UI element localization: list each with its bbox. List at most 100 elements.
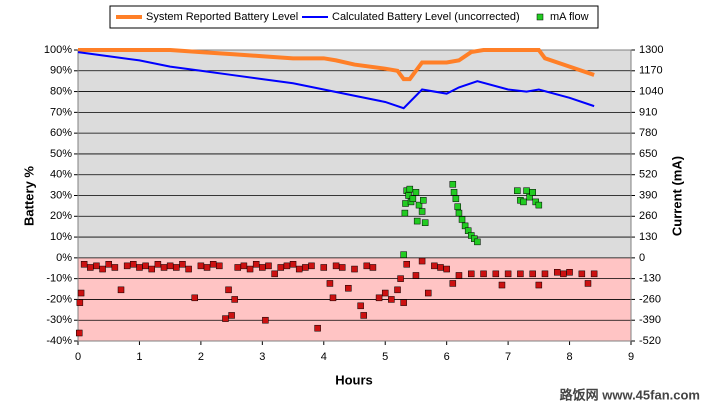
- scatter-point: [535, 201, 543, 209]
- y2-tick-label: 650: [639, 148, 657, 160]
- watermark: 路饭网 www.45fan.com: [560, 387, 700, 402]
- x-tick-label: 8: [566, 351, 572, 363]
- scatter-point: [332, 262, 340, 270]
- scatter-point: [209, 261, 217, 268]
- scatter-point: [185, 265, 192, 273]
- y2-tick-label: 1040: [639, 85, 663, 97]
- scatter-point: [142, 262, 149, 270]
- scatter-point: [375, 294, 383, 302]
- scatter-point: [252, 261, 260, 268]
- scatter-point: [514, 187, 521, 194]
- y2-tick-label: -130: [639, 273, 661, 285]
- scatter-point: [130, 261, 137, 268]
- scatter-point: [295, 265, 303, 273]
- y-tick-label: -30%: [46, 314, 72, 326]
- scatter-point: [262, 316, 269, 324]
- scatter-point: [449, 181, 457, 188]
- scatter-point: [413, 217, 421, 225]
- scatter-point: [77, 289, 85, 297]
- scatter-point: [314, 324, 321, 332]
- y2-tick-label: 1300: [639, 44, 663, 56]
- scatter-point: [492, 270, 500, 278]
- y2-tick-label: 260: [639, 210, 657, 222]
- scatter-point: [529, 189, 536, 196]
- scatter-point: [93, 262, 100, 270]
- scatter-point: [197, 262, 205, 270]
- scatter-point: [566, 268, 573, 276]
- y2-tick-label: -390: [639, 314, 661, 326]
- line-series: [77, 51, 595, 110]
- y-tick-label: 100%: [44, 44, 72, 56]
- scatter-point: [554, 268, 561, 276]
- y-tick-label: 60%: [50, 127, 72, 139]
- scatter-point: [111, 264, 119, 271]
- y-tick-label: 40%: [50, 169, 72, 181]
- scatter-point: [394, 286, 401, 294]
- scatter-point: [148, 265, 155, 273]
- scatter-point: [289, 261, 297, 268]
- scatter-point: [360, 312, 367, 319]
- scatter-point: [420, 197, 427, 204]
- scatter-point: [418, 257, 426, 265]
- legend-swatch: [536, 13, 544, 21]
- scatter-point: [228, 312, 235, 319]
- scatter-point: [455, 272, 463, 279]
- line-series: [78, 48, 595, 82]
- scatter-point: [225, 286, 232, 294]
- y2-tick-label: 1170: [639, 65, 663, 77]
- scatter-point: [338, 264, 346, 271]
- scatter-point: [357, 302, 364, 310]
- scatter-point: [401, 209, 409, 217]
- y-tick-label: 0%: [56, 252, 72, 264]
- scatter-point: [203, 264, 211, 271]
- scatter-point: [517, 270, 524, 278]
- y-tick-label: 10%: [50, 231, 72, 243]
- scatter-point: [535, 281, 543, 289]
- y2-tick-label: 0: [639, 252, 645, 264]
- y-tick-label: 20%: [50, 210, 72, 222]
- scatter-point: [529, 270, 536, 278]
- y-tick-label: 70%: [50, 106, 72, 118]
- scatter-point: [246, 265, 254, 273]
- x-tick-label: 1: [136, 351, 142, 363]
- scatter-point: [406, 185, 414, 193]
- scatter-point: [388, 296, 395, 303]
- scatter-point: [345, 284, 352, 292]
- scatter-point: [80, 261, 88, 268]
- scatter-point: [412, 189, 420, 196]
- scatter-point: [265, 262, 272, 270]
- x-tick-label: 6: [444, 351, 450, 363]
- scatter-point: [123, 262, 131, 270]
- scatter-point: [231, 296, 238, 303]
- y-tick-label: -20%: [46, 293, 72, 305]
- scatter-point: [452, 195, 460, 202]
- scatter-point: [369, 264, 377, 271]
- scatter-point: [498, 281, 506, 289]
- x-tick-label: 3: [259, 351, 265, 363]
- scatter-point: [308, 262, 315, 270]
- scatter-point: [381, 289, 389, 297]
- y-tick-label: 90%: [50, 65, 72, 77]
- y2-tick-label: 910: [639, 106, 657, 118]
- scatter-point: [412, 272, 420, 279]
- scatter-point: [541, 270, 549, 278]
- x-tick-label: 5: [382, 351, 388, 363]
- y-tick-label: 30%: [50, 189, 72, 201]
- scatter-point: [240, 262, 248, 270]
- scatter-point: [560, 270, 567, 278]
- x-tick-label: 4: [321, 351, 327, 363]
- scatter-point: [363, 262, 371, 270]
- scatter-point: [326, 280, 334, 287]
- scatter-point: [415, 201, 423, 209]
- scatter-point: [480, 270, 487, 278]
- scatter-point: [520, 198, 527, 206]
- y2-tick-label: -520: [639, 335, 661, 347]
- scatter-point: [234, 264, 242, 271]
- y2-tick-label: 780: [639, 127, 657, 139]
- scatter-point: [590, 270, 598, 278]
- x-tick-label: 9: [628, 351, 634, 363]
- scatter-point: [222, 315, 229, 322]
- x-axis-label: Hours: [335, 372, 373, 387]
